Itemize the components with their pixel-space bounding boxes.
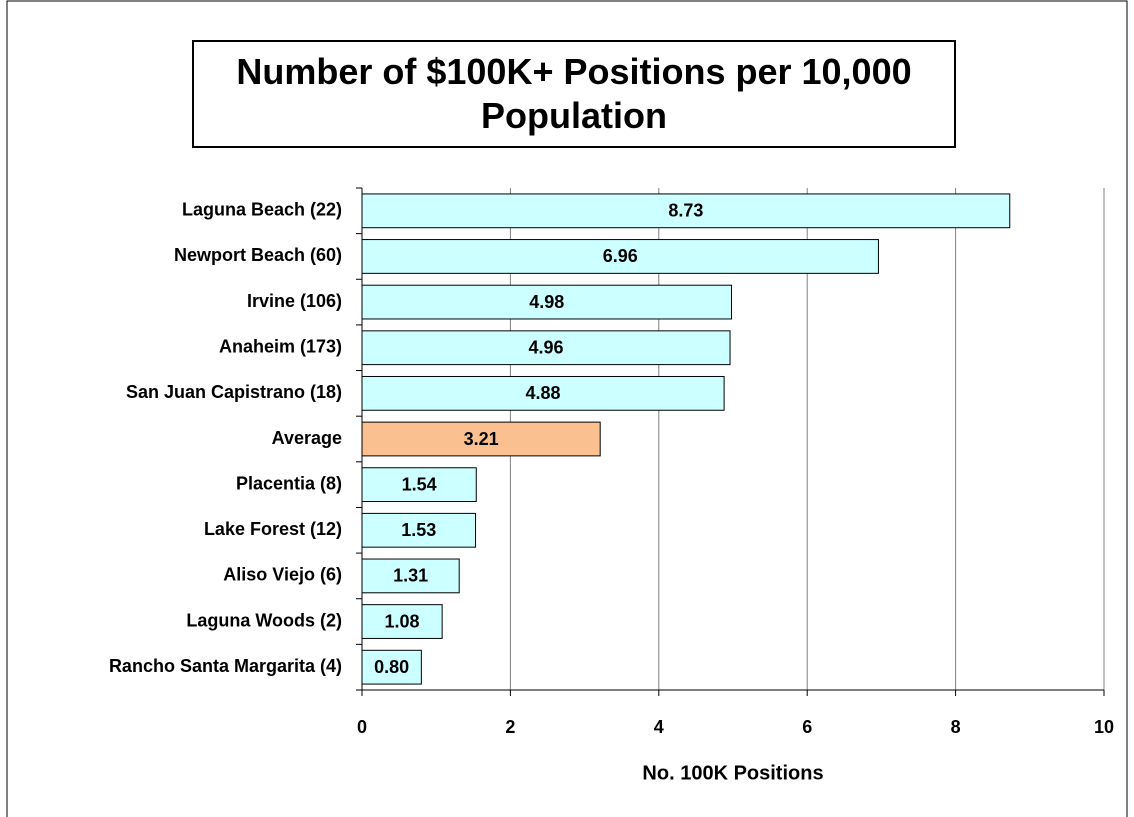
y-tick-label: Placentia (8)	[236, 473, 342, 493]
bar	[361, 375, 725, 411]
y-tick-label: Anaheim (173)	[219, 336, 342, 356]
bar	[361, 649, 422, 685]
data-label: 6.96	[603, 246, 638, 266]
data-label: 8.73	[668, 201, 703, 221]
y-tick-label: Newport Beach (60)	[174, 245, 342, 265]
x-tick-label: 4	[654, 717, 664, 737]
data-label: 1.31	[393, 566, 428, 586]
x-tick-label: 6	[802, 717, 812, 737]
x-tick-label: 2	[505, 717, 515, 737]
data-label: 4.88	[526, 383, 561, 403]
data-label: 1.54	[402, 474, 437, 494]
data-label: 0.80	[374, 657, 409, 677]
y-tick-label: San Juan Capistrano (18)	[126, 382, 342, 402]
bar	[361, 512, 477, 548]
bar	[361, 193, 1011, 229]
y-tick-label: Lake Forest (12)	[204, 519, 342, 539]
data-label: 4.98	[529, 292, 564, 312]
bar	[361, 421, 601, 457]
x-tick-label: 0	[357, 717, 367, 737]
x-tick-label: 8	[951, 717, 961, 737]
y-tick-label: Rancho Santa Margarita (4)	[109, 656, 342, 676]
data-label: 1.08	[385, 611, 420, 631]
bar	[361, 284, 733, 320]
y-tick-label: Aliso Viejo (6)	[223, 565, 342, 585]
data-label: 4.96	[528, 337, 563, 357]
data-label: 1.53	[401, 520, 436, 540]
y-tick-label: Average	[272, 428, 342, 448]
bar	[361, 239, 879, 274]
y-tick-label: Irvine (106)	[247, 291, 342, 311]
chart-title: Number of $100K+ Positions per 10,000 Po…	[192, 40, 956, 148]
data-label: 3.21	[464, 429, 499, 449]
y-tick-label: Laguna Woods (2)	[186, 610, 342, 630]
bar	[361, 604, 443, 639]
bar	[361, 558, 460, 594]
x-tick-label: 10	[1094, 717, 1114, 737]
y-tick-label: Laguna Beach (22)	[182, 200, 342, 220]
chart-frame	[6, 0, 1128, 817]
bar	[361, 330, 731, 366]
x-axis-label: No. 100K Positions	[642, 762, 823, 784]
bar	[361, 467, 477, 503]
